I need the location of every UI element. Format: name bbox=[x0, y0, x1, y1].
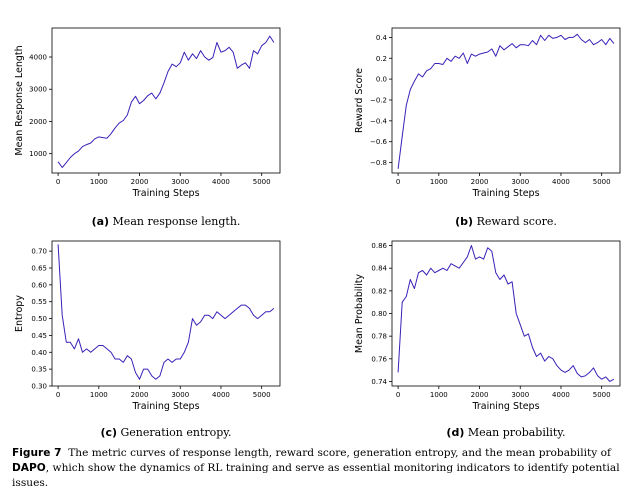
y-tick-label: 0.70 bbox=[31, 248, 47, 256]
subfigure-text: Generation entropy. bbox=[117, 426, 232, 439]
subfigure-text: Mean probability. bbox=[464, 426, 565, 439]
y-tick-label: 0.84 bbox=[371, 265, 387, 273]
subfigure-text: Reward score. bbox=[473, 215, 557, 228]
y-tick-label: 3000 bbox=[29, 86, 47, 94]
series-line bbox=[57, 35, 275, 168]
caption-text-after: , which show the dynamics of RL training… bbox=[12, 462, 620, 489]
y-tick-label: −0.6 bbox=[370, 138, 388, 146]
x-tick-label: 5000 bbox=[253, 391, 271, 399]
subfigure-tag: (b) bbox=[455, 215, 473, 228]
chart-panel-3: 0 1000 2000 3000 4000 5000 0.74 0.76 0.78 0.80 0.8… bbox=[354, 240, 621, 439]
x-tick-label: 4000 bbox=[552, 178, 570, 186]
figure-caption: Figure 7 The metric curves of response l… bbox=[12, 446, 634, 491]
x-tick-label: 1000 bbox=[90, 391, 108, 399]
y-tick-label: 0.65 bbox=[31, 264, 47, 272]
y-tick-label: 0.60 bbox=[31, 281, 47, 289]
x-axis-label: Training Steps bbox=[131, 401, 199, 412]
y-tick-label: 0.35 bbox=[31, 366, 47, 374]
y-tick-label: 1000 bbox=[29, 150, 47, 158]
y-tick-label: −0.2 bbox=[370, 96, 387, 104]
y-tick-label: 2000 bbox=[29, 118, 47, 126]
plot-frame bbox=[51, 240, 281, 387]
subfigure-caption: (a) Mean response length. bbox=[92, 215, 241, 228]
x-tick-label: 2000 bbox=[471, 391, 489, 399]
series-line bbox=[397, 33, 615, 169]
x-tick-label: 0 bbox=[396, 391, 400, 399]
x-tick-label: 2000 bbox=[131, 391, 149, 399]
y-tick-label: 0.45 bbox=[31, 332, 47, 340]
x-tick-label: 3000 bbox=[171, 391, 189, 399]
subfigure-caption: (b) Reward score. bbox=[455, 215, 557, 228]
chart-panel-2: 0 1000 2000 3000 4000 5000 0.30 0.35 0.40 0.45 0.5… bbox=[14, 240, 281, 439]
x-tick-label: 5000 bbox=[593, 391, 611, 399]
chart-panel-1: 0 1000 2000 3000 4000 5000 −0.8 −0.6 −0.4 −0.2 0.0… bbox=[354, 27, 621, 228]
y-tick-label: 0.55 bbox=[31, 298, 47, 306]
y-tick-label: 0.76 bbox=[371, 355, 387, 363]
y-tick-label: −0.4 bbox=[370, 117, 388, 125]
caption-highlight: DAPO bbox=[12, 462, 46, 474]
x-tick-label: 0 bbox=[56, 391, 60, 399]
subfigure-tag: (a) bbox=[92, 215, 109, 228]
x-tick-label: 4000 bbox=[212, 391, 230, 399]
y-tick-label: 0.86 bbox=[371, 242, 387, 250]
x-axis-label: Training Steps bbox=[131, 188, 199, 199]
subfigure-tag: (d) bbox=[446, 426, 464, 439]
x-tick-label: 1000 bbox=[90, 178, 108, 186]
figure-label: Figure 7 bbox=[12, 447, 62, 459]
y-tick-label: 0.30 bbox=[31, 383, 47, 391]
y-tick-label: 0.78 bbox=[371, 333, 387, 341]
x-tick-label: 0 bbox=[56, 178, 60, 186]
y-tick-label: 0.74 bbox=[371, 378, 387, 386]
x-tick-label: 3000 bbox=[171, 178, 189, 186]
y-tick-label: 0.0 bbox=[376, 76, 387, 84]
y-axis-label: Mean Response Length bbox=[14, 45, 25, 155]
x-tick-label: 4000 bbox=[552, 391, 570, 399]
subfigure-text: Mean response length. bbox=[109, 215, 240, 228]
x-tick-label: 3000 bbox=[511, 391, 529, 399]
y-axis-label: Entropy bbox=[14, 295, 25, 332]
series-line bbox=[57, 244, 275, 380]
y-tick-label: 0.40 bbox=[31, 349, 47, 357]
subfigure-tag: (c) bbox=[100, 426, 117, 439]
subfigure-caption: (d) Mean probability. bbox=[446, 426, 565, 439]
subfigure-caption: (c) Generation entropy. bbox=[100, 426, 231, 439]
caption-text-before: The metric curves of response length, re… bbox=[68, 447, 611, 459]
x-tick-label: 4000 bbox=[212, 178, 230, 186]
y-tick-label: 0.50 bbox=[31, 315, 47, 323]
x-tick-label: 1000 bbox=[430, 391, 448, 399]
y-tick-label: 0.2 bbox=[376, 55, 387, 63]
y-tick-label: −0.8 bbox=[370, 159, 387, 167]
plot-frame bbox=[51, 27, 281, 174]
y-tick-label: 0.82 bbox=[371, 287, 387, 295]
plot-frame bbox=[391, 240, 621, 387]
x-tick-label: 2000 bbox=[131, 178, 149, 186]
y-tick-label: 0.80 bbox=[371, 310, 387, 318]
y-tick-label: 4000 bbox=[29, 54, 47, 62]
series-line bbox=[397, 245, 615, 382]
y-axis-label: Reward Score bbox=[354, 68, 365, 133]
x-axis-label: Training Steps bbox=[471, 401, 539, 412]
x-tick-label: 2000 bbox=[471, 178, 489, 186]
plot-frame bbox=[391, 27, 621, 174]
x-tick-label: 1000 bbox=[430, 178, 448, 186]
y-tick-label: 0.4 bbox=[376, 34, 388, 42]
x-tick-label: 5000 bbox=[253, 178, 271, 186]
y-axis-label: Mean Probability bbox=[354, 274, 365, 353]
x-tick-label: 3000 bbox=[511, 178, 529, 186]
x-axis-label: Training Steps bbox=[471, 188, 539, 199]
chart-panel-0: 0 1000 2000 3000 4000 5000 1000 2000 3000 4000 Tra… bbox=[14, 27, 281, 228]
x-tick-label: 5000 bbox=[593, 178, 611, 186]
x-tick-label: 0 bbox=[396, 178, 400, 186]
